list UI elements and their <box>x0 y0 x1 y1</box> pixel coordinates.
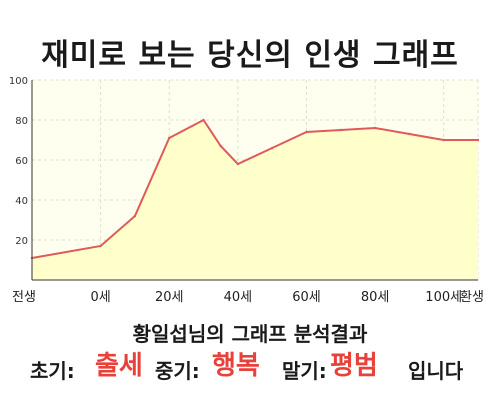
x-tick-label: 40세 <box>224 290 253 305</box>
y-tick-label: 60 <box>15 156 28 167</box>
data-point <box>373 126 377 130</box>
x-tick-label: 100세 <box>425 290 462 305</box>
x-tick-label: 전생 <box>12 290 36 305</box>
x-tick-label: 환생 <box>460 290 484 305</box>
y-tick-label: 100 <box>9 76 28 87</box>
middle-label: 중기: <box>155 359 200 383</box>
area-fill <box>32 120 478 280</box>
series-line <box>31 118 478 259</box>
x-tick-label: 60세 <box>292 290 321 305</box>
data-point <box>99 244 102 248</box>
data-point <box>270 146 274 150</box>
page-title: 재미로 보는 당신의 인생 그래프 <box>41 38 459 73</box>
result-heading: 황일섭님의 그래프 분석결과 <box>132 322 368 346</box>
result-summary: 초기: 출세 중기: 행복 말기: 평범 입니다 <box>0 345 500 385</box>
data-point <box>339 128 342 132</box>
middle-value: 행복 <box>212 351 260 381</box>
early-label: 초기: <box>30 359 75 383</box>
early-value: 출세 <box>95 351 143 381</box>
late-value: 평범 <box>330 351 378 381</box>
data-point <box>305 130 308 134</box>
data-point <box>202 118 205 122</box>
y-tick-label: 80 <box>15 116 28 127</box>
data-point <box>168 136 171 140</box>
data-point <box>236 162 240 166</box>
x-tick-label: 80세 <box>361 290 390 305</box>
y-tick-label: 40 <box>15 196 28 207</box>
x-tick-label: 20세 <box>155 290 184 305</box>
data-point <box>442 138 445 142</box>
data-point <box>408 132 411 136</box>
late-label: 말기: <box>282 359 327 383</box>
x-tick-label: 0세 <box>90 290 110 305</box>
y-tick-label: 20 <box>15 236 28 247</box>
data-point <box>476 138 480 142</box>
data-point <box>133 214 137 218</box>
result-suffix: 입니다 <box>408 359 464 383</box>
data-point <box>219 144 222 148</box>
